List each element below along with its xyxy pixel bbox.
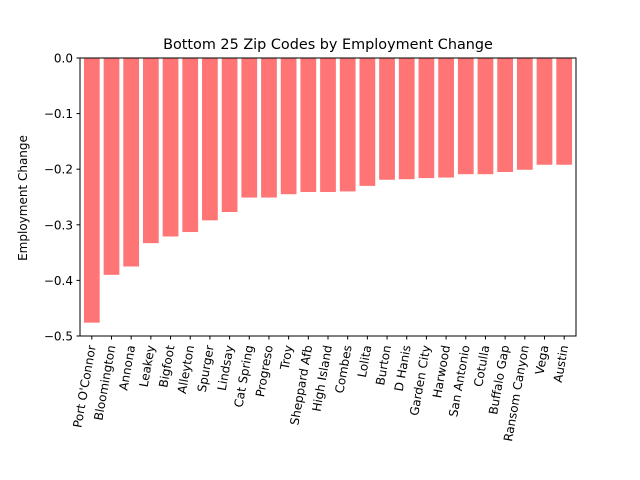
bar bbox=[123, 58, 140, 267]
bar bbox=[221, 58, 238, 213]
y-tick-label: −0.4 bbox=[44, 274, 73, 288]
chart-title: Bottom 25 Zip Codes by Employment Change bbox=[163, 37, 493, 53]
x-tick-label: Vega bbox=[533, 344, 552, 376]
bar bbox=[162, 58, 179, 237]
bar bbox=[280, 58, 297, 195]
bar bbox=[516, 58, 533, 170]
bar bbox=[556, 58, 573, 165]
y-axis-label: Employment Change bbox=[16, 135, 30, 261]
y-ticks-group: 0.0 −0.1 −0.2 −0.3 −0.4 −0.5 bbox=[44, 52, 80, 344]
bar bbox=[261, 58, 277, 198]
plot-frame bbox=[79, 57, 577, 337]
bar bbox=[477, 58, 494, 175]
y-tick-label: 0.0 bbox=[54, 52, 73, 66]
y-tick-label: −0.5 bbox=[44, 330, 73, 344]
bars-group bbox=[83, 58, 573, 323]
bar bbox=[379, 58, 395, 180]
bar bbox=[83, 58, 100, 323]
bar bbox=[359, 58, 376, 186]
bar bbox=[320, 58, 336, 192]
bar bbox=[536, 58, 553, 165]
y-tick-label: −0.1 bbox=[44, 107, 73, 121]
bar bbox=[202, 58, 218, 221]
bar bbox=[182, 58, 199, 233]
bar bbox=[497, 58, 514, 172]
bar bbox=[241, 58, 258, 198]
x-tick-label: Troy bbox=[277, 344, 295, 372]
bar bbox=[339, 58, 356, 192]
bar bbox=[103, 58, 120, 275]
y-tick-label: −0.2 bbox=[44, 163, 73, 177]
bar bbox=[300, 58, 317, 192]
bar bbox=[457, 58, 474, 175]
x-tick-label: Lolita bbox=[355, 344, 374, 378]
x-tick-label: Austin bbox=[551, 344, 571, 384]
bar bbox=[398, 58, 415, 180]
x-tick-label: Burton bbox=[373, 344, 394, 386]
y-tick-label: −0.3 bbox=[44, 218, 73, 232]
bar bbox=[142, 58, 159, 244]
bar bbox=[418, 58, 435, 179]
bar bbox=[438, 58, 454, 178]
